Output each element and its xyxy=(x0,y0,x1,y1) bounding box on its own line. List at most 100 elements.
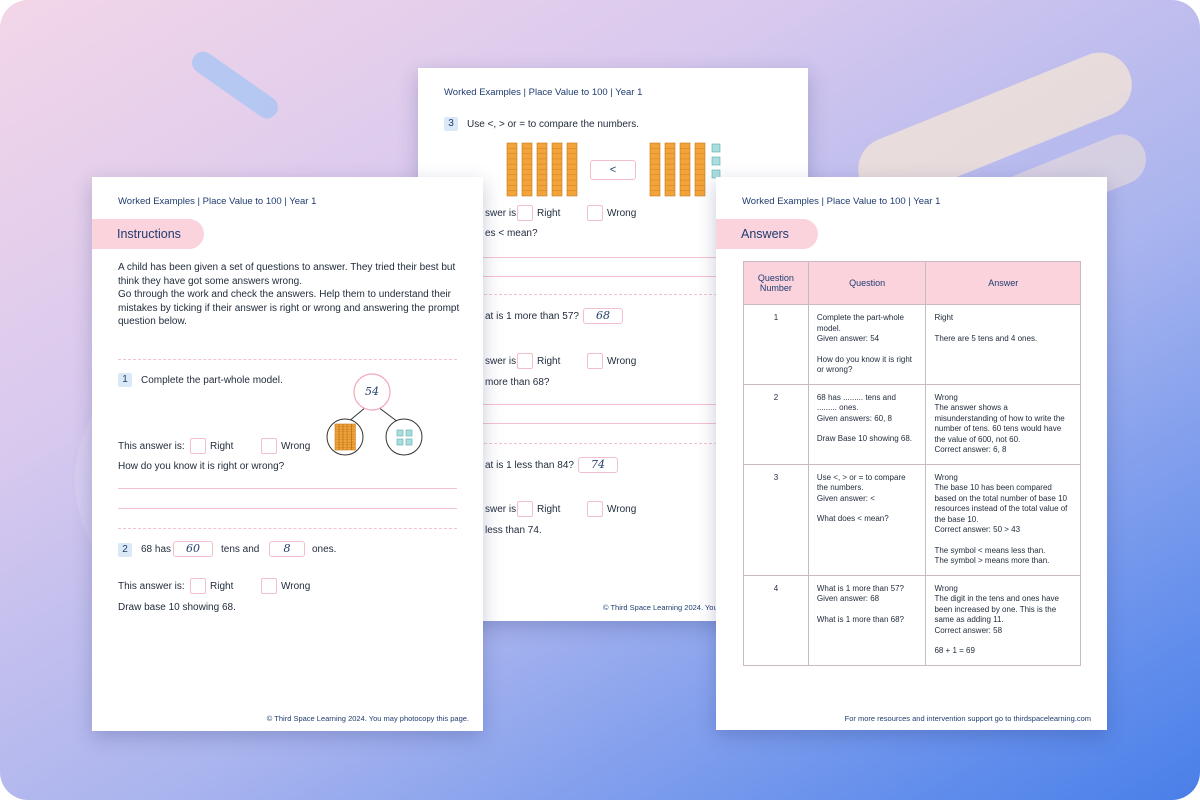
section-tab: Answers xyxy=(716,219,818,249)
cell-text: Given answer: 68 xyxy=(816,594,880,603)
cell-block: Wrong The answer shows a misunderstanding… xyxy=(934,393,1072,456)
cell-text: Wrong xyxy=(934,472,958,482)
page-footer: © Third Space Learning 2024. You m xyxy=(603,603,726,612)
option-right: Right xyxy=(537,504,561,515)
cell-block: What is 1 more than 68? xyxy=(817,615,918,626)
table-header: Answer xyxy=(925,261,1081,305)
cell-text: How do you know it is right or wrong? xyxy=(816,354,912,375)
page-header: Worked Examples | Place Value to 100 | Y… xyxy=(118,196,317,207)
cell-text: Right xyxy=(934,313,954,322)
whole-value: 54 xyxy=(365,385,379,398)
question-text: Complete the part-whole model. xyxy=(141,375,283,386)
question-number-cell: 4 xyxy=(743,574,809,666)
option-wrong: Wrong xyxy=(281,441,311,452)
prompt: less than 74. xyxy=(485,525,542,536)
cell-block: 68 + 1 = 69 xyxy=(934,646,1072,657)
cell-block: 68 has ......... tens and ......... ones… xyxy=(817,393,918,425)
answer-label: This answer is: xyxy=(118,581,185,592)
cell-text: 68 + 1 = 69 xyxy=(934,646,975,655)
answers-table: Question Number Question Answer 1 Complet… xyxy=(743,261,1081,666)
option-right: Right xyxy=(210,581,234,592)
cell-text: Correct answer: 58 xyxy=(934,625,1003,635)
answer-cell: Wrong The base 10 has been compared based… xyxy=(925,463,1081,576)
checkbox[interactable] xyxy=(517,501,533,517)
writing-line xyxy=(444,276,782,277)
cell-text: Wrong xyxy=(934,392,958,402)
answer-label: swer is: xyxy=(485,208,519,219)
question-cell: 68 has ......... tens and ......... ones… xyxy=(807,383,927,465)
unit-cube xyxy=(396,438,404,446)
written-answer: 60 xyxy=(173,541,213,557)
checkbox[interactable] xyxy=(587,501,603,517)
checkbox[interactable] xyxy=(517,353,533,369)
cell-text: Use <, > or = to compare the numbers. xyxy=(816,472,906,493)
divider xyxy=(444,294,782,295)
cell-block: How do you know it is right or wrong? xyxy=(817,355,918,376)
cell-block: What does < mean? xyxy=(817,514,918,525)
question-cell: Complete the part-whole model. Given answ… xyxy=(807,304,927,385)
prompt: es < mean? xyxy=(485,228,538,239)
checkbox[interactable] xyxy=(261,578,277,594)
written-answer: 74 xyxy=(578,457,618,473)
cell-text: 1 xyxy=(773,313,779,322)
answer-cell: Wrong The answer shows a misunderstanding… xyxy=(925,383,1081,465)
section-tab: Instructions xyxy=(92,219,204,249)
checkbox[interactable] xyxy=(587,205,603,221)
question-text: at is 1 more than 57? xyxy=(485,311,579,322)
section-title: Instructions xyxy=(117,227,181,241)
option-wrong: Wrong xyxy=(281,581,311,592)
writing-line xyxy=(444,257,782,258)
checkbox[interactable] xyxy=(190,438,206,454)
prompt: Draw base 10 showing 68. xyxy=(118,602,236,613)
base-ten-illustration xyxy=(506,142,721,197)
cell-text: The symbol < means less than. xyxy=(934,545,1046,555)
checkbox[interactable] xyxy=(190,578,206,594)
question-number-cell: 1 xyxy=(743,304,809,385)
answer-label: swer is: xyxy=(485,356,519,367)
option-wrong: Wrong xyxy=(607,504,637,515)
option-right: Right xyxy=(537,208,561,219)
answer-label: This answer is: xyxy=(118,441,185,452)
cell-block: Complete the part-whole model. Given answ… xyxy=(817,313,918,345)
cell-text: Correct answer: 50 > 43 xyxy=(934,525,1021,534)
option-right: Right xyxy=(210,441,234,452)
question-text: 68 has xyxy=(141,544,172,555)
cell-text: The symbol > means more than. xyxy=(934,556,1050,565)
cell-text: Complete the part-whole model. xyxy=(816,313,904,333)
cell-text: 68 has ......... tens and ......... ones… xyxy=(816,392,897,413)
part-whole-model xyxy=(326,373,423,456)
table-header: Question xyxy=(807,261,927,305)
cell-block: Wrong The base 10 has been compared based… xyxy=(934,473,1072,536)
cell-text: What is 1 more than 57? xyxy=(816,583,904,593)
cell-text: Correct answer: 6, 8 xyxy=(934,445,1007,454)
section-title: Answers xyxy=(741,227,789,241)
cell-text: There are 5 tens and 4 ones. xyxy=(934,333,1038,343)
cell-block: The symbol < means less than. The symbol … xyxy=(934,546,1072,567)
checkbox[interactable] xyxy=(587,353,603,369)
checkbox[interactable] xyxy=(261,438,277,454)
cell-text: Given answer: 54 xyxy=(816,334,880,343)
divider xyxy=(118,359,457,360)
question-cell: Use <, > or = to compare the numbers. Giv… xyxy=(807,463,927,576)
question-text: tens and xyxy=(221,544,260,555)
cell-block: Wrong The digit in the tens and ones have… xyxy=(934,584,1072,637)
decor-pill xyxy=(187,47,283,123)
page-header: Worked Examples | Place Value to 100 | Y… xyxy=(742,196,941,207)
table-row: 3 Use <, > or = to compare the numbers. Gi… xyxy=(743,463,1081,576)
unit-cube xyxy=(405,429,413,437)
cell-text: Given answer: < xyxy=(816,493,875,503)
checkbox[interactable] xyxy=(517,205,533,221)
question-number-cell: 2 xyxy=(743,383,809,465)
cell-text: 3 xyxy=(773,472,779,482)
cell-text: Draw Base 10 showing 68. xyxy=(816,434,913,443)
cell-text: The answer shows a misunderstanding of h… xyxy=(934,403,1065,444)
writing-line xyxy=(444,423,782,424)
table-row: 4 What is 1 more than 57? Given answer: 68… xyxy=(743,574,1081,666)
cell-block: Use <, > or = to compare the numbers. Giv… xyxy=(817,473,918,505)
prompt: more than 68? xyxy=(485,377,550,388)
page-header: Worked Examples | Place Value to 100 | Y… xyxy=(444,87,643,98)
answer-cell: Wrong The digit in the tens and ones have… xyxy=(925,574,1081,666)
page-footer: © Third Space Learning 2024. You may pho… xyxy=(266,714,469,723)
answers-page: Worked Examples | Place Value to 100 | Y… xyxy=(716,177,1107,730)
